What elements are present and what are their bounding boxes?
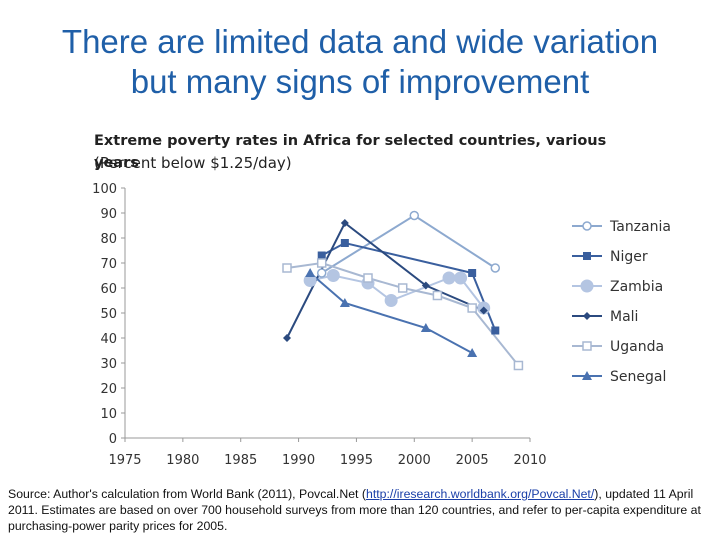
y-tick-label: 30 [100,357,117,372]
data-point-uganda [432,290,443,301]
y-tick-label: 50 [100,307,117,322]
series-line-senegal [309,272,473,354]
y-tick-label: 60 [100,282,117,297]
y-tick-label: 0 [109,432,117,447]
source-prefix: Source: Author's calculation from World … [8,487,366,501]
legend-label-mali: Mali [610,309,638,325]
legend-label-uganda: Uganda [610,339,664,355]
legend-label-niger: Niger [610,249,648,265]
data-point-niger [317,251,326,260]
slide-title: There are limited data and wide variatio… [20,22,700,102]
data-point-uganda [316,258,327,268]
x-tick-label: 2010 [513,453,546,468]
data-point-mali [283,334,291,342]
y-tick-label: 100 [92,182,117,197]
data-point-zambia [326,269,340,282]
x-tick-label: 1980 [166,453,199,468]
data-point-tanzania [316,268,327,278]
source-note: Source: Author's calculation from World … [8,486,713,534]
data-point-senegal [420,323,431,332]
legend-marker-tanzania [582,221,592,231]
legend-marker-mali [583,312,591,320]
data-point-zambia [384,294,398,307]
data-point-senegal [339,298,350,307]
data-point-uganda [513,360,524,371]
source-link[interactable]: http://iresearch.worldbank.org/Povcal.Ne… [365,487,595,501]
y-tick-label: 90 [100,207,117,222]
data-point-senegal [305,268,316,277]
data-point-uganda [397,283,408,293]
data-point-niger [468,269,477,277]
y-tick-label: 10 [100,407,117,422]
data-point-mali [421,281,430,290]
x-tick-label: 1995 [340,453,373,468]
x-tick-label: 1975 [108,453,141,468]
source-suffix: ), updated 11 April 2011. Estimates are … [8,487,701,533]
slide-title-line-1: There are limited data and wide variatio… [61,23,659,60]
legend-label-tanzania: Tanzania [609,219,671,235]
y-tick-label: 40 [100,332,117,347]
legend-marker-senegal [582,371,592,380]
data-point-niger [491,326,500,335]
x-tick-label: 1985 [224,453,257,468]
x-tick-label: 2000 [398,453,431,468]
chart-title: Extreme poverty rates in Africa for sele… [94,133,607,171]
y-tick-label: 20 [100,382,117,397]
y-tick-label: 70 [100,257,117,272]
legend-marker-zambia [580,279,594,293]
chart-subtitle: (Percent below $1.25/day) [94,154,292,172]
legend-label-zambia: Zambia [610,279,663,295]
data-point-uganda [363,273,373,283]
legend-marker-uganda [582,341,592,351]
data-point-niger [340,239,349,247]
data-point-mali [340,219,349,227]
legend-label-senegal: Senegal [610,369,666,385]
poverty-line-chart: 0 10 20 30 40 50 60 70 80 90 100 1975 1980 1985 1990 19… [92,182,671,468]
slide-title-line-2: but many signs of improvement [130,63,590,100]
data-point-zambia [442,271,456,285]
data-point-tanzania [409,210,420,221]
legend-marker-niger [583,252,591,260]
data-point-senegal [467,348,478,357]
data-point-uganda [467,303,477,313]
data-point-uganda [282,263,292,273]
y-tick-label: 80 [100,232,117,247]
data-point-tanzania [490,263,501,273]
x-tick-label: 1990 [282,453,315,468]
data-point-zambia [454,271,468,285]
data-point-mali [479,306,488,315]
x-tick-label: 2005 [456,453,489,468]
